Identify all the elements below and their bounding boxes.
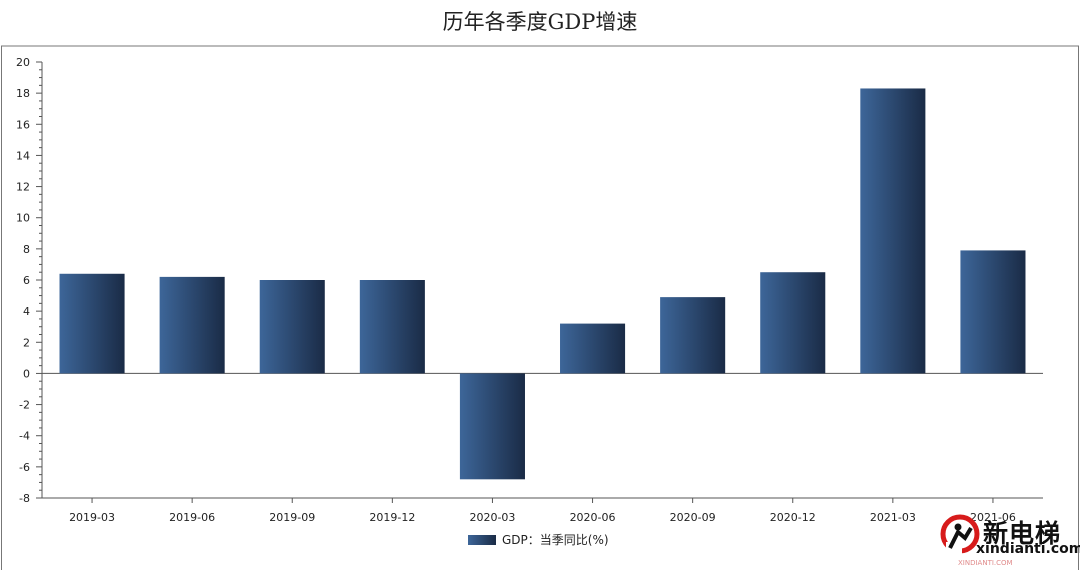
legend-label: GDP：当季同比(%): [502, 533, 609, 547]
bar-2019-03: [59, 273, 125, 374]
bar-2021-03: [860, 88, 926, 374]
y-tick-label: 18: [16, 87, 30, 100]
watermark-brand: 新电梯: [983, 519, 1062, 548]
x-tick-label: 2019-09: [269, 511, 315, 524]
y-tick-label: 12: [16, 181, 30, 194]
y-tick-label: 6: [23, 274, 30, 287]
x-tick-label: 2020-12: [770, 511, 816, 524]
bar-2020-12: [760, 272, 826, 374]
watermark-logo: 新电梯 xindianti.com XINDIANTI.COM: [938, 512, 1080, 567]
bar-2019-09: [259, 280, 325, 374]
bar-2019-06: [159, 276, 225, 374]
x-tick-label: 2020-03: [469, 511, 515, 524]
y-tick-label: -4: [19, 430, 30, 443]
y-tick-label: 4: [23, 305, 30, 318]
bar-2020-03: [459, 373, 525, 480]
y-tick-label: -8: [19, 492, 30, 505]
bar-2020-09: [660, 297, 726, 374]
x-tick-label: 2019-12: [369, 511, 415, 524]
elevator-logo-icon: [940, 514, 980, 554]
bar-2019-12: [359, 280, 425, 374]
x-tick-label: 2021-06: [970, 511, 1016, 524]
bar-2020-06: [560, 323, 626, 374]
x-tick-label: 2019-06: [169, 511, 215, 524]
chart-frame: [1, 45, 1079, 570]
watermark-url: xindianti.com: [976, 541, 1080, 557]
y-tick-label: -2: [19, 399, 30, 412]
y-tick-label: 14: [16, 149, 30, 162]
x-tick-label: 2021-03: [870, 511, 916, 524]
y-tick-label: 10: [16, 212, 30, 225]
watermark-sub: XINDIANTI.COM: [958, 559, 1013, 567]
y-tick-label: 20: [16, 56, 30, 69]
y-tick-label: 16: [16, 118, 30, 131]
x-tick-label: 2020-06: [570, 511, 616, 524]
chart-title: 历年各季度GDP增速: [442, 10, 638, 34]
y-tick-label: 2: [23, 336, 30, 349]
y-tick-label: 8: [23, 243, 30, 256]
x-tick-label: 2019-03: [69, 511, 115, 524]
y-tick-label: -6: [19, 461, 30, 474]
x-tick-label: 2020-09: [670, 511, 716, 524]
bar-2021-06: [960, 250, 1026, 374]
legend-swatch: [468, 534, 496, 545]
y-tick-label: 0: [23, 367, 30, 380]
legend: GDP：当季同比(%): [468, 531, 609, 548]
